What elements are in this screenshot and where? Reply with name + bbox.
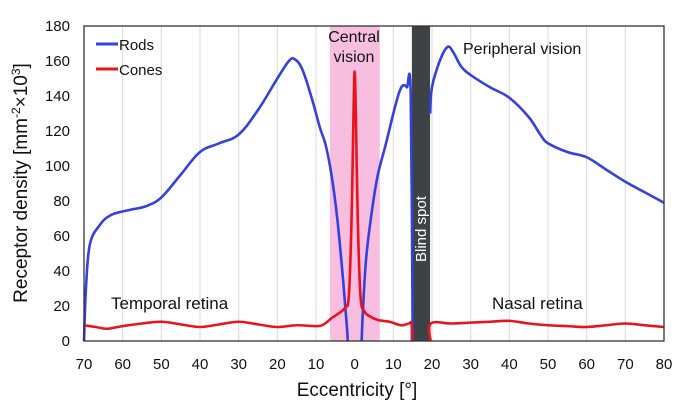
series-lines bbox=[82, 45, 665, 342]
y-tick-label: 20 bbox=[53, 298, 70, 315]
y-tick-label: 60 bbox=[53, 228, 70, 245]
y-label-end: ] bbox=[11, 63, 32, 68]
x-tick-label: 10 bbox=[385, 356, 402, 373]
y-label-sup1: -2 bbox=[9, 107, 23, 118]
x-tick-label: 30 bbox=[230, 356, 247, 373]
x-tick-label: 70 bbox=[617, 356, 634, 373]
y-tick-label: 40 bbox=[53, 263, 70, 280]
rods-line bbox=[82, 56, 350, 342]
y-tick-label: 0 bbox=[62, 333, 70, 350]
y-tick-labels: 0 20 40 60 80 100 120 140 160 180 bbox=[45, 18, 70, 350]
x-tick-label: 20 bbox=[269, 356, 286, 373]
y-axis-label: Receptor density [mm-2×103] bbox=[9, 63, 32, 303]
central-vision-label-1: Central bbox=[328, 29, 380, 46]
x-tick-label: 40 bbox=[501, 356, 518, 373]
y-tick-label: 120 bbox=[45, 123, 70, 140]
central-vision-label-2: vision bbox=[334, 49, 375, 66]
y-tick-label: 180 bbox=[45, 18, 70, 35]
cones-line bbox=[427, 319, 665, 342]
legend-rods-label: Rods bbox=[119, 37, 154, 54]
x-tick-label: 80 bbox=[656, 356, 673, 373]
x-tick-label: 40 bbox=[192, 356, 209, 373]
y-label-sup2: 3 bbox=[9, 68, 23, 75]
peripheral-vision-label: Peripheral vision bbox=[463, 41, 581, 58]
y-label-mid: ×10 bbox=[11, 75, 32, 107]
x-tick-label: 10 bbox=[308, 356, 325, 373]
x-tick-label: 50 bbox=[540, 356, 557, 373]
x-tick-label: 60 bbox=[114, 356, 131, 373]
y-label-main: Receptor density [mm bbox=[11, 118, 32, 303]
x-axis-label: Eccentricity [°] bbox=[297, 380, 418, 401]
y-tick-label: 100 bbox=[45, 158, 70, 175]
x-tick-label: 20 bbox=[424, 356, 441, 373]
y-tick-label: 80 bbox=[53, 193, 70, 210]
legend-cones-label: Cones bbox=[119, 62, 162, 79]
plot-frame bbox=[83, 25, 665, 342]
x-tick-label: 50 bbox=[153, 356, 170, 373]
cones-line bbox=[83, 70, 414, 342]
blind-spot-region bbox=[411, 26, 431, 341]
x-tick-label: 70 bbox=[76, 356, 93, 373]
blind-spot-label: Blind spot bbox=[413, 195, 430, 262]
rods-line bbox=[360, 72, 414, 342]
nasal-retina-label: Nasal retina bbox=[492, 294, 583, 313]
y-tick-label: 140 bbox=[45, 88, 70, 105]
y-tick-label: 160 bbox=[45, 53, 70, 70]
x-tick-labels: 70 60 50 40 30 20 10 0 10 20 30 40 50 60 70 80 bbox=[76, 356, 673, 373]
grid-lines bbox=[122, 26, 626, 341]
rods-line bbox=[428, 45, 665, 204]
regions bbox=[329, 26, 431, 341]
x-tick-label: 60 bbox=[578, 356, 595, 373]
temporal-retina-label: Temporal retina bbox=[111, 294, 229, 313]
x-tick-label: 30 bbox=[462, 356, 479, 373]
x-tick-label: 0 bbox=[350, 356, 358, 373]
legend: Rods Cones bbox=[96, 37, 162, 79]
